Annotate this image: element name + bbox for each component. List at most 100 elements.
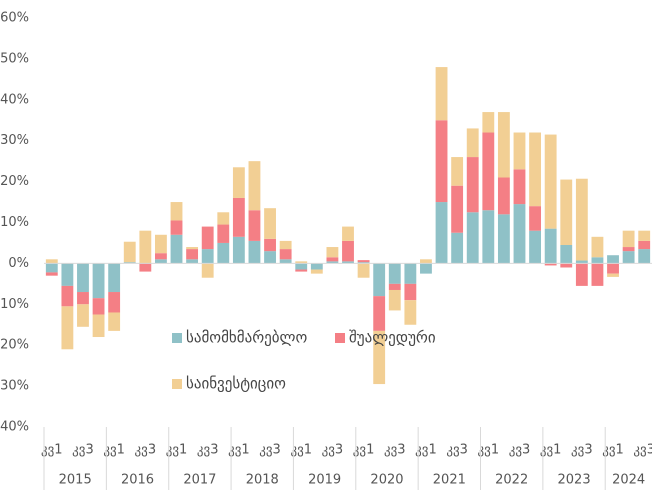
bar-segment [529, 206, 542, 231]
bar-segment [544, 228, 557, 264]
x-tick-label: კვ1 [228, 443, 250, 458]
bar-segment [186, 249, 199, 260]
bar-segment [622, 251, 635, 264]
legend-label: შუალედური [349, 329, 436, 347]
bar-segment [77, 292, 89, 305]
bar-segment [61, 306, 74, 350]
bar-segment [108, 292, 121, 313]
bar-segment [482, 112, 495, 133]
bar-segment [451, 157, 464, 186]
bar-segment [357, 260, 370, 263]
bar-segment [591, 257, 604, 264]
bar-segment [575, 263, 588, 286]
year-label: 2018 [246, 473, 279, 488]
bar-segment [513, 204, 526, 264]
x-tick-label: კვ1 [41, 443, 63, 458]
y-tick-label: 30% [0, 133, 29, 148]
x-tick-label: კვ1 [415, 443, 437, 458]
bar-segment [186, 247, 199, 250]
bar-segment [217, 224, 230, 243]
x-tick-label: კვ1 [166, 443, 188, 458]
bar-segment [622, 230, 635, 248]
x-tick-label: კვ3 [135, 443, 157, 458]
bar-segment [388, 283, 401, 290]
y-tick-label: 60% [0, 11, 29, 26]
bar-segment [61, 285, 74, 307]
bar-segment [357, 262, 370, 264]
bar-segment [232, 236, 245, 264]
bar-segment [373, 296, 386, 331]
bar-segment [420, 259, 432, 264]
bar-segment [497, 112, 510, 178]
legend-label: საინვესტიციო [186, 375, 286, 393]
bar-segment [186, 259, 199, 264]
bar-segment [279, 240, 292, 250]
bar-segment [607, 263, 619, 274]
x-tick-label: კვ3 [571, 443, 593, 458]
bar-segment [342, 226, 354, 241]
bar-segment [591, 236, 604, 258]
x-tick-label: კვ3 [197, 443, 219, 458]
bar-segment [139, 230, 152, 264]
bar-segment [497, 177, 510, 215]
bar-segment [622, 247, 635, 252]
year-label: 2023 [558, 473, 591, 488]
y-tick-label: 10% [0, 215, 29, 230]
x-tick-label: კვ3 [633, 443, 652, 458]
bar-segment [264, 238, 276, 252]
bar-segment [482, 210, 495, 264]
bar-segment [497, 214, 510, 264]
year-label: 2021 [433, 473, 466, 488]
y-tick-label: -20% [0, 338, 29, 353]
bar-segment [466, 212, 479, 264]
bar-segment [248, 210, 261, 241]
x-tick-label: კვ1 [602, 443, 624, 458]
legend-swatch [172, 333, 182, 343]
y-tick-label: -30% [0, 379, 29, 394]
bar-segment [264, 251, 276, 264]
bar-segment [342, 240, 354, 262]
year-label: 2016 [121, 473, 154, 488]
x-tick-label: კვ1 [540, 443, 562, 458]
bar-segment [560, 179, 573, 245]
bar-segment [435, 202, 448, 264]
bar-segment [607, 255, 619, 264]
bar-segment [466, 128, 479, 158]
y-tick-label: -40% [0, 420, 29, 435]
bar-segment [560, 244, 573, 264]
bar-segment [108, 312, 121, 331]
bar-segment [326, 257, 339, 262]
bar-segment [388, 289, 401, 311]
bar-segment [170, 220, 183, 235]
bar-segment [326, 261, 339, 264]
bar-segment [217, 212, 230, 225]
bar-segment [482, 132, 495, 211]
bar-segment [295, 269, 308, 272]
bar-segment [435, 67, 448, 121]
bar-segment [420, 263, 432, 274]
bar-segment [201, 249, 214, 264]
bar-segment [45, 272, 58, 276]
bar-segment [404, 263, 417, 284]
bar-segment [295, 263, 308, 270]
legend-swatch [335, 333, 345, 343]
year-label: 2022 [495, 473, 528, 488]
bar-segment [201, 226, 214, 250]
bar-segment [435, 120, 448, 203]
bar-segment [451, 232, 464, 264]
year-label: 2015 [59, 473, 92, 488]
bar-segment [77, 304, 89, 327]
year-label: 2020 [370, 473, 403, 488]
x-tick-label: კვ1 [353, 443, 375, 458]
bar-segment [404, 283, 417, 301]
bar-segment [560, 263, 573, 268]
bar-segment [92, 263, 105, 299]
y-tick-label: 0% [8, 256, 29, 271]
x-tick-label: კვ3 [72, 443, 94, 458]
bar-segment [404, 300, 417, 325]
bar-segment [92, 314, 105, 338]
bar-segment [154, 234, 167, 254]
bar-segment [607, 273, 619, 277]
x-tick-label: კვ1 [103, 443, 125, 458]
bar-segment [310, 269, 323, 274]
